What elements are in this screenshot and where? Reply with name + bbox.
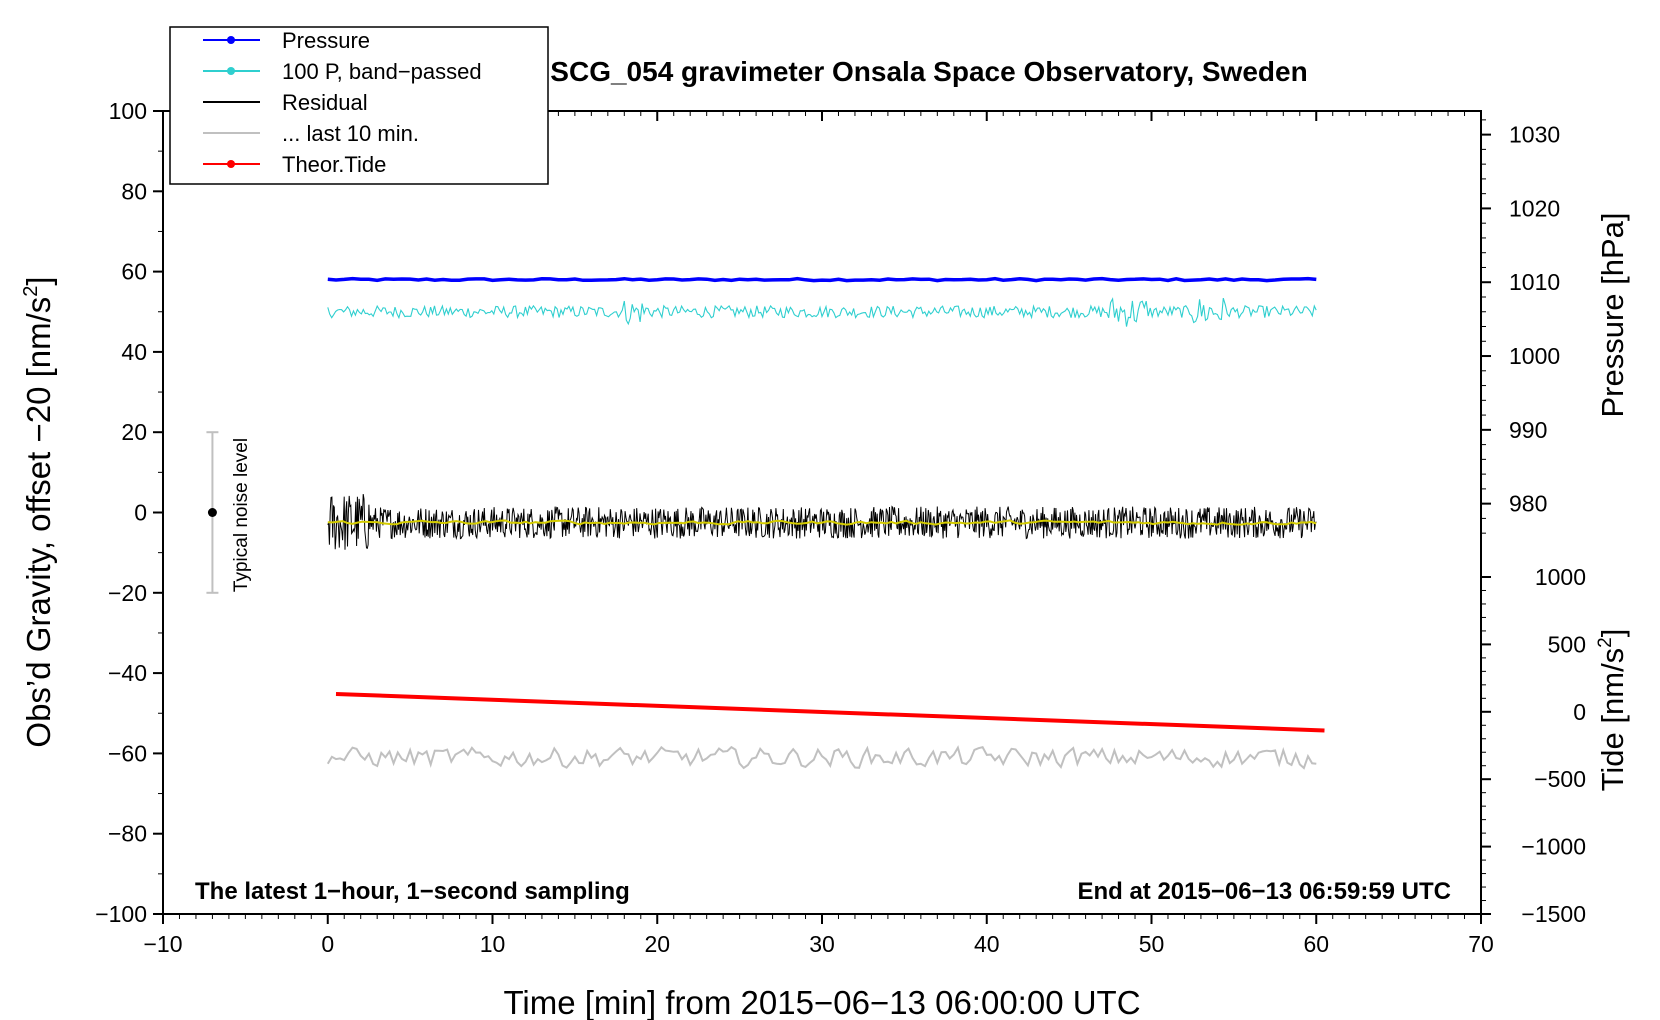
x-tick-label: 40 xyxy=(974,931,1000,957)
pressure-axis-ticks: 980 990 1000 1010 1020 1030 xyxy=(1481,119,1560,534)
tide-axis-ticks: −1500 −1000 −500 0 500 1000 xyxy=(1481,564,1586,927)
y-axis-ticks: −100 −80 −60 −40 −20 0 20 40 60 80 100 xyxy=(95,98,163,927)
x-tick-label: 30 xyxy=(809,931,835,957)
pressure-line xyxy=(327,276,1317,283)
x-axis-title: Time [min] from 2015−06−13 06:00:00 UTC xyxy=(503,984,1140,1020)
bandpassed-pressure-line xyxy=(327,297,1317,327)
legend-label: Residual xyxy=(282,90,368,115)
last-10-min-line xyxy=(326,745,1317,770)
legend-marker xyxy=(227,160,235,168)
y-tick-label: −40 xyxy=(108,660,147,686)
noise-level-dot xyxy=(207,508,217,517)
chart-title: SCG_054 gravimeter Onsala Space Observat… xyxy=(550,56,1307,87)
pressure-axis-title: Pressure [hPa] xyxy=(1595,212,1630,417)
y-tick-label: −100 xyxy=(95,901,147,927)
end-time-note: End at 2015−06−13 06:59:59 UTC xyxy=(1077,878,1451,905)
legend-marker xyxy=(227,36,235,44)
x-tick-label: −10 xyxy=(143,931,182,957)
residual-smoothed-line xyxy=(327,519,1317,526)
tide-tick-label: 0 xyxy=(1573,699,1586,725)
residual-line xyxy=(327,494,1317,550)
tide-axis-title-main: Tide [nm/s xyxy=(1595,648,1630,792)
x-tick-label: 10 xyxy=(480,931,506,957)
pressure-tick-label: 1010 xyxy=(1509,269,1560,295)
x-axis-ticks: −10 0 10 20 30 40 50 60 70 xyxy=(143,111,1494,957)
legend-marker xyxy=(227,67,235,75)
noise-level-label: Typical noise level xyxy=(231,438,252,592)
y-tick-label: 20 xyxy=(121,419,147,445)
tide-tick-label: −1500 xyxy=(1521,901,1586,927)
y-tick-label: −80 xyxy=(108,821,147,847)
y-axis-title-sup: 2 xyxy=(20,286,42,297)
tide-tick-label: 1000 xyxy=(1535,564,1586,590)
legend-label: 100 P, band−passed xyxy=(282,59,482,84)
x-tick-label: 0 xyxy=(321,931,334,957)
y-tick-label: 60 xyxy=(121,259,147,285)
legend: Pressure 100 P, band−passed Residual ... la… xyxy=(169,26,549,185)
y-tick-label: −60 xyxy=(108,740,147,766)
pressure-tick-label: 1000 xyxy=(1509,343,1560,369)
x-tick-label: 20 xyxy=(644,931,670,957)
tide-axis-title: Tide [nm/s2] xyxy=(1595,629,1630,792)
pressure-tick-label: 990 xyxy=(1509,417,1547,443)
y-axis-title-tail: ] xyxy=(20,276,57,285)
pressure-tick-label: 1020 xyxy=(1509,195,1560,221)
tide-tick-label: −1000 xyxy=(1521,834,1586,860)
tide-tick-label: −500 xyxy=(1534,766,1586,792)
legend-label: Theor.Tide xyxy=(282,152,386,177)
y-tick-label: 0 xyxy=(134,500,147,526)
x-tick-label: 70 xyxy=(1468,931,1494,957)
x-tick-label: 50 xyxy=(1139,931,1165,957)
y-tick-label: 40 xyxy=(121,339,147,365)
tide-axis-title-sup: 2 xyxy=(1595,637,1616,648)
y-axis-title: Obs’d Gravity, offset −20 [nm/s2] xyxy=(20,276,57,747)
tide-tick-label: 500 xyxy=(1548,631,1586,657)
y-tick-label: −20 xyxy=(108,580,147,606)
y-tick-label: 100 xyxy=(109,98,147,124)
y-axis-title-main: Obs’d Gravity, offset −20 [nm/s xyxy=(20,297,57,748)
y-tick-label: 80 xyxy=(121,178,147,204)
noise-level-indicator: Typical noise level xyxy=(206,431,252,594)
x-tick-label: 60 xyxy=(1303,931,1329,957)
pressure-tick-label: 1030 xyxy=(1509,122,1560,148)
sampling-note: The latest 1−hour, 1−second sampling xyxy=(195,878,630,905)
legend-label: ... last 10 min. xyxy=(282,121,419,146)
theoretical-tide-line xyxy=(335,691,1325,733)
legend-label: Pressure xyxy=(282,28,370,53)
tide-axis-title-tail: ] xyxy=(1595,629,1630,638)
series-layer xyxy=(326,276,1325,770)
pressure-tick-label: 980 xyxy=(1509,491,1547,517)
legend-box xyxy=(169,26,549,185)
